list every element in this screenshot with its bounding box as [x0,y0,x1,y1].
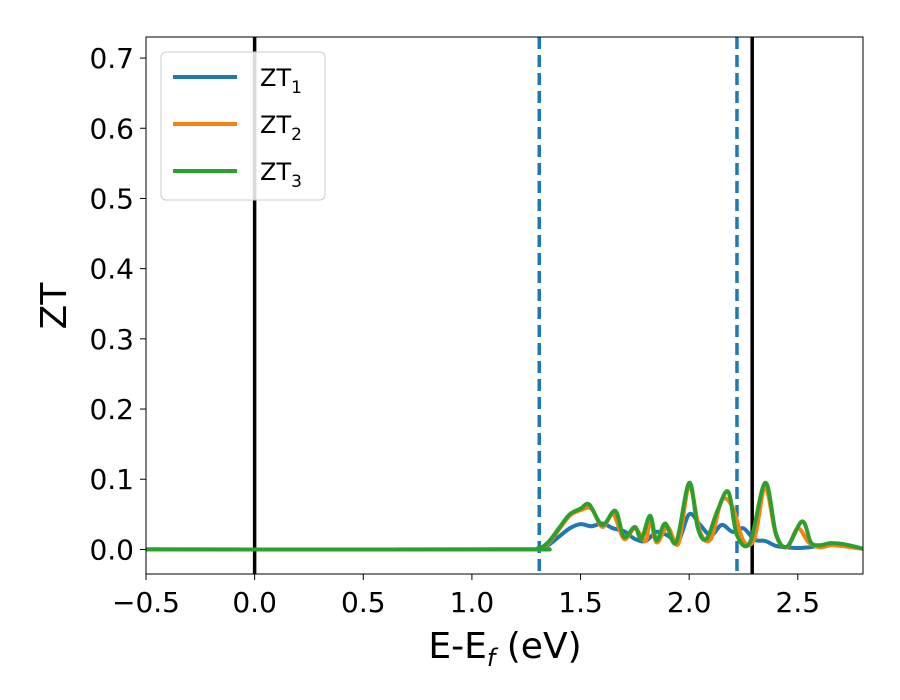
y-tick-label: 0.4 [89,253,134,286]
y-tick-label: 0.0 [89,533,134,566]
legend-label-zt2: ZT2 [260,111,302,145]
y-tick-label: 0.1 [89,463,134,496]
y-tick-label: 0.6 [89,112,134,145]
x-axis-title-main: E-E [428,626,486,667]
y-tick-label: 0.5 [89,182,134,215]
legend: ZT1 ZT2 ZT3 [160,51,326,201]
x-tick-label: 1.5 [558,586,603,619]
y-tick-label: 0.7 [89,42,134,75]
y-axis-title: ZT [34,282,75,330]
x-tick-label: −0.5 [112,586,180,619]
x-tick-label: 0.5 [341,586,386,619]
x-axis-title: E-Ef (eV) [428,626,581,672]
y-tick-label: 0.3 [89,323,134,356]
series-line-zt3 [146,480,863,552]
y-tick-label: 0.2 [89,393,134,426]
x-tick-label: 1.0 [450,586,495,619]
legend-box [160,51,326,201]
x-axis-title-unit: (eV) [495,626,581,667]
legend-label-zt1: ZT1 [260,64,302,98]
plot-frame [145,36,864,575]
x-tick-label: 0.0 [232,586,277,619]
x-tick-label: 2.0 [667,586,712,619]
legend-label-zt3: ZT3 [260,158,302,192]
x-tick-label: 2.5 [776,586,821,619]
